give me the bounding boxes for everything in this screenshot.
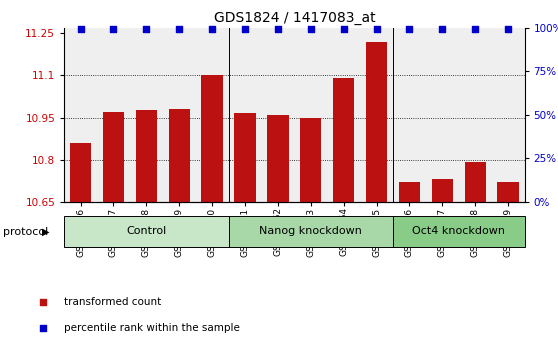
Bar	[459, 28, 492, 202]
Bar	[399, 182, 420, 202]
Point	[504, 26, 513, 32]
Point	[39, 299, 47, 305]
Point	[76, 26, 85, 32]
Text: Control: Control	[126, 226, 166, 236]
Text: transformed count: transformed count	[64, 297, 161, 307]
Bar	[103, 112, 124, 202]
Bar	[393, 216, 525, 247]
Bar	[360, 28, 393, 202]
Text: Nanog knockdown: Nanog knockdown	[259, 226, 362, 236]
Bar	[333, 78, 354, 202]
Point	[273, 26, 282, 32]
Bar	[497, 182, 519, 202]
Bar	[64, 28, 97, 202]
Bar	[366, 42, 387, 202]
Point	[372, 26, 381, 32]
Point	[142, 26, 151, 32]
Bar	[267, 115, 288, 202]
Text: ▶: ▶	[42, 227, 49, 237]
Point	[306, 26, 315, 32]
Point	[405, 26, 414, 32]
Text: percentile rank within the sample: percentile rank within the sample	[64, 323, 240, 333]
Point	[339, 26, 348, 32]
Bar	[426, 28, 459, 202]
Bar	[327, 28, 360, 202]
Bar	[97, 28, 130, 202]
Bar	[130, 28, 163, 202]
Bar	[70, 143, 92, 202]
Bar	[229, 28, 262, 202]
Text: Oct4 knockdown: Oct4 knockdown	[412, 226, 505, 236]
Bar	[201, 75, 223, 202]
Bar	[229, 216, 393, 247]
Point	[471, 26, 480, 32]
Bar	[464, 162, 486, 202]
Bar	[64, 216, 229, 247]
Point	[175, 26, 184, 32]
Bar	[196, 28, 229, 202]
Bar	[262, 28, 295, 202]
Text: protocol: protocol	[3, 227, 48, 237]
Bar	[169, 109, 190, 202]
Bar	[393, 28, 426, 202]
Point	[438, 26, 447, 32]
Bar	[432, 179, 453, 202]
Bar	[300, 118, 321, 202]
Bar	[136, 110, 157, 202]
Point	[39, 325, 47, 331]
Bar	[234, 113, 256, 202]
Bar	[295, 28, 327, 202]
Title: GDS1824 / 1417083_at: GDS1824 / 1417083_at	[214, 11, 375, 25]
Bar	[492, 28, 525, 202]
Point	[240, 26, 249, 32]
Point	[208, 26, 217, 32]
Bar	[163, 28, 196, 202]
Point	[109, 26, 118, 32]
